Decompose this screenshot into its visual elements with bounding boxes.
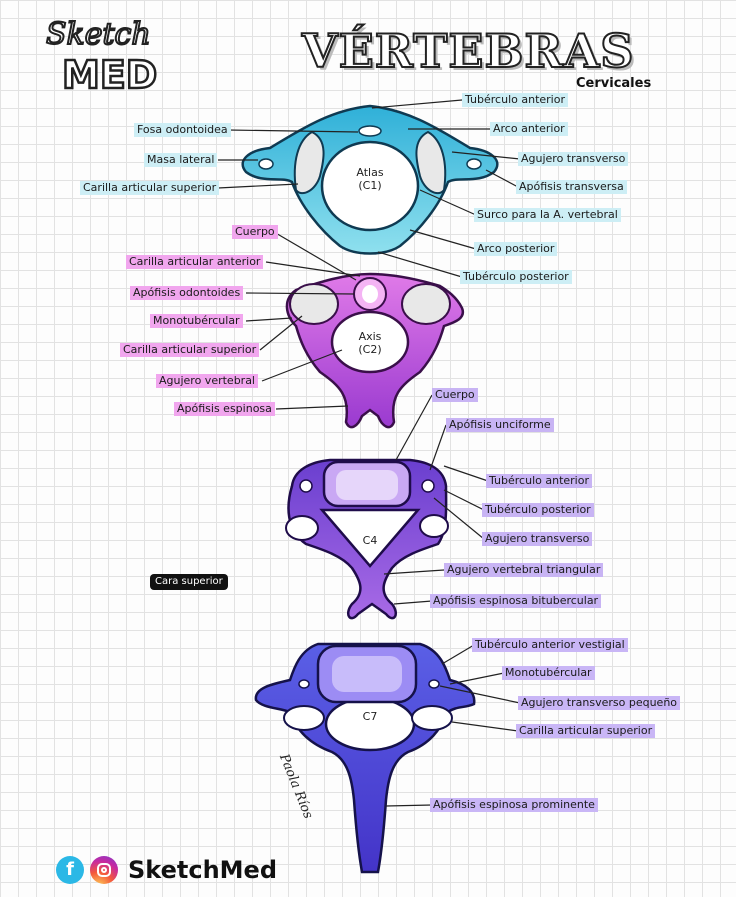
label-cuerpo-c4: Cuerpo	[432, 388, 478, 402]
label-carilla-articular-superior-c7: Carilla articular superior	[516, 724, 656, 738]
label-apofisis-transversa: Apófisis transversa	[516, 180, 627, 194]
atlas-vertebra	[241, 104, 499, 255]
atlas-name-text: Atlas	[356, 166, 384, 179]
svg-text:Sketch: Sketch	[46, 17, 151, 52]
label-tuberculo-anterior-c4: Tubérculo anterior	[486, 474, 592, 488]
label-agujero-vertebral-triangular: Agujero vertebral triangular	[444, 563, 604, 577]
label-carilla-articular-superior-c1: Carilla articular superior	[80, 181, 220, 195]
c7-vertebra	[254, 642, 476, 874]
label-apofisis-espinosa-prominente: Apófisis espinosa prominente	[430, 798, 598, 812]
label-tuberculo-posterior-c4: Tubérculo posterior	[482, 503, 594, 517]
footer-brand: f SketchMed	[56, 856, 277, 884]
label-tuberculo-anterior-vestigial: Tubérculo anterior vestigial	[472, 638, 628, 652]
c4-vertebra	[285, 458, 449, 620]
label-monotubercular-c7: Monotubércular	[502, 666, 595, 680]
label-tuberculo-posterior-c1: Tubérculo posterior	[460, 270, 572, 284]
atlas-code-text: (C1)	[358, 179, 382, 192]
axis-name: Axis (C2)	[344, 330, 396, 356]
label-arco-posterior: Arco posterior	[474, 242, 558, 256]
label-apofisis-espinosa-bitubercular: Apófisis espinosa bitubercular	[430, 594, 602, 608]
svg-text:MED: MED	[62, 53, 157, 94]
c7-name: C7	[362, 710, 378, 723]
label-apofisis-espinosa-c2: Apófisis espinosa	[174, 402, 275, 416]
label-monotubercular-c2: Monotubércular	[150, 314, 243, 328]
page-subtitle: Cervicales	[576, 76, 652, 91]
label-carilla-articular-superior-c2: Carilla articular superior	[120, 343, 260, 357]
label-masa-lateral: Masa lateral	[144, 153, 218, 167]
label-cuerpo-c2: Cuerpo	[232, 225, 278, 239]
footer-brand-name: SketchMed	[128, 856, 278, 884]
atlas-name: Atlas (C1)	[344, 166, 396, 192]
instagram-icon[interactable]	[90, 856, 118, 884]
label-carilla-articular-anterior: Carilla articular anterior	[126, 255, 264, 269]
label-agujero-transverso-pequeno: Agujero transverso pequeño	[518, 696, 681, 710]
label-agujero-vertebral: Agujero vertebral	[156, 374, 258, 388]
label-agujero-transverso-c1: Agujero transverso	[518, 152, 629, 166]
page-title: VÉRTEBRAS	[301, 23, 635, 79]
axis-vertebra	[285, 272, 465, 429]
label-fosa-odontoidea: Fosa odontoidea	[134, 123, 231, 137]
label-surco-arteria-vertebral: Surco para la A. vertebral	[474, 208, 621, 222]
axis-name-text: Axis	[358, 330, 382, 343]
sketchmed-logo: Sketch MED	[45, 16, 159, 94]
label-agujero-transverso-c4: Agujero transverso	[482, 532, 593, 546]
c4-name: C4	[362, 534, 378, 547]
label-arco-anterior: Arco anterior	[490, 122, 568, 136]
axis-code-text: (C2)	[358, 343, 382, 356]
cara-superior-badge: Cara superior	[150, 574, 228, 590]
label-apofisis-odontoides: Apófisis odontoides	[130, 286, 244, 300]
leader-lines	[217, 99, 521, 807]
label-tuberculo-anterior-c1: Tubérculo anterior	[462, 93, 568, 107]
label-apofisis-unciforme: Apófisis unciforme	[446, 418, 554, 432]
facebook-icon[interactable]: f	[56, 856, 84, 884]
